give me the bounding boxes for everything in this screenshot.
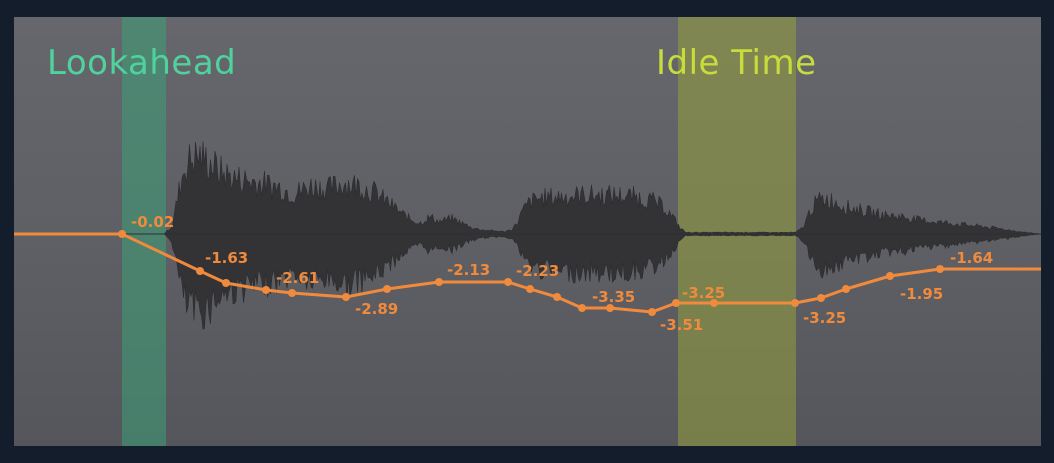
gain-label: -0.02 bbox=[131, 213, 174, 231]
gain-breakpoint[interactable] bbox=[817, 294, 825, 302]
gain-breakpoint[interactable] bbox=[886, 272, 894, 280]
lookahead-label: Lookahead bbox=[47, 43, 237, 83]
gain-breakpoint[interactable] bbox=[383, 285, 391, 293]
gain-label: -1.95 bbox=[900, 285, 943, 303]
gain-breakpoint[interactable] bbox=[791, 299, 799, 307]
waveform-canvas: -0.02 -1.63 -2.61 -2.89 -2.13 -2.23 -3.3… bbox=[14, 141, 1041, 334]
gain-breakpoint[interactable] bbox=[578, 304, 586, 312]
gain-breakpoint[interactable] bbox=[288, 289, 296, 297]
gain-breakpoint[interactable] bbox=[606, 304, 614, 312]
gain-label: -2.89 bbox=[355, 300, 398, 318]
gain-label: -3.35 bbox=[592, 288, 635, 306]
gain-breakpoint[interactable] bbox=[262, 286, 270, 294]
idle-time-region bbox=[678, 17, 796, 446]
gain-breakpoint[interactable] bbox=[936, 265, 944, 273]
gain-breakpoint[interactable] bbox=[672, 299, 680, 307]
gain-breakpoint[interactable] bbox=[222, 279, 230, 287]
gain-label: -2.23 bbox=[516, 262, 559, 280]
gain-label: -3.25 bbox=[803, 309, 846, 327]
gain-label: -1.64 bbox=[950, 249, 993, 267]
gain-breakpoint[interactable] bbox=[842, 285, 850, 293]
gain-breakpoint[interactable] bbox=[710, 299, 718, 307]
gain-breakpoint[interactable] bbox=[504, 278, 512, 286]
gain-label: -3.25 bbox=[682, 284, 725, 302]
waveform-panel: Lookahead Idle Time -0.02 -1.63 -2.61 -2… bbox=[14, 17, 1041, 446]
gain-breakpoint[interactable] bbox=[526, 285, 534, 293]
gain-label: -1.63 bbox=[205, 249, 248, 267]
gain-breakpoint[interactable] bbox=[435, 278, 443, 286]
idle-time-label: Idle Time bbox=[656, 43, 817, 83]
gain-breakpoint[interactable] bbox=[553, 293, 561, 301]
lookahead-region bbox=[122, 17, 166, 446]
gain-breakpoint[interactable] bbox=[196, 267, 204, 275]
audio-waveform bbox=[14, 141, 1041, 330]
gain-label: -2.61 bbox=[276, 269, 319, 287]
gain-label: -2.13 bbox=[447, 261, 490, 279]
gain-breakpoint[interactable] bbox=[342, 293, 350, 301]
gain-breakpoint[interactable] bbox=[648, 308, 656, 316]
gain-breakpoint[interactable] bbox=[118, 230, 126, 238]
gain-label: -3.51 bbox=[660, 316, 703, 334]
